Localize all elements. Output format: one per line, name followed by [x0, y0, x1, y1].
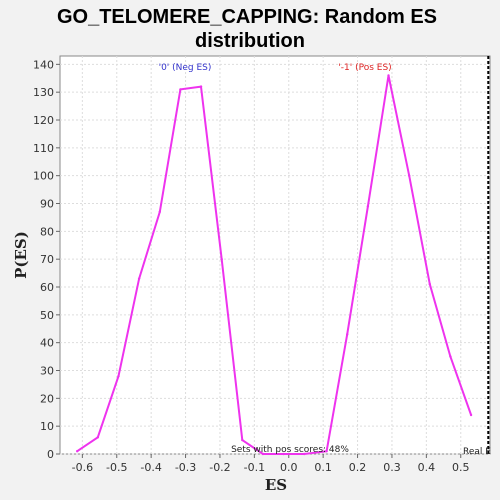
x-tick-label: -0.2 [209, 461, 230, 474]
x-tick-label: 0.4 [418, 461, 436, 474]
real-es-label: Real E [463, 447, 491, 457]
y-tick-label: 20 [40, 392, 54, 405]
y-axis-label: P(ES) [12, 231, 30, 279]
data-point [428, 283, 431, 286]
data-point [387, 74, 390, 77]
x-tick-label: -0.1 [244, 461, 265, 474]
y-tick-label: 40 [40, 337, 54, 350]
y-tick-label: 50 [40, 309, 54, 322]
data-point [346, 333, 349, 336]
plot-area [59, 55, 491, 455]
axis-ticks: 0 10 20 30 40 50 60 70 80 90 100 110 120 130 140 -0.6 -0… [33, 58, 470, 474]
x-tick-label: 0.3 [383, 461, 401, 474]
data-point [76, 450, 79, 453]
y-tick-label: 60 [40, 281, 54, 294]
y-tick-label: 30 [40, 365, 54, 378]
data-point [179, 88, 182, 91]
data-point [366, 205, 370, 208]
data-point [303, 452, 306, 456]
x-axis-label: ES [265, 476, 287, 494]
data-point [220, 257, 223, 261]
x-tick-label: -0.5 [106, 461, 127, 474]
sets-with-pos-scores: Sets with pos scores: 48% [231, 445, 349, 455]
y-tick-label: 80 [40, 225, 54, 238]
neg-es-label: '0' (Neg ES) [159, 63, 212, 73]
chart-title-line1: GO_TELOMERE_CAPPING: Random ES [57, 6, 437, 28]
data-point [96, 436, 100, 439]
x-tick-label: -0.4 [140, 461, 161, 474]
data-point [449, 355, 452, 358]
x-tick-label: -0.6 [72, 461, 93, 474]
y-tick-label: 130 [33, 86, 54, 99]
y-tick-label: 90 [40, 198, 54, 211]
series-line [76, 75, 473, 455]
series [76, 74, 473, 456]
y-tick-label: 120 [33, 114, 54, 127]
x-tick-label: 0.1 [314, 461, 332, 474]
data-point [261, 452, 265, 456]
data-point [241, 438, 244, 442]
y-tick-label: 110 [33, 142, 54, 155]
y-tick-label: 140 [33, 58, 54, 71]
data-point [282, 452, 285, 456]
pos-es-label: '-1' (Pos ES) [338, 63, 391, 73]
chart-title-line2: distribution [195, 30, 305, 52]
data-point [199, 85, 203, 88]
data-point [469, 413, 473, 417]
y-tick-label: 100 [33, 170, 54, 183]
data-point [407, 174, 411, 177]
data-point [158, 210, 161, 214]
y-tick-label: 10 [40, 420, 54, 433]
data-point [137, 277, 141, 280]
y-tick-label: 0 [47, 448, 54, 461]
x-tick-label: 0.2 [349, 461, 367, 474]
x-tick-label: 0.5 [452, 461, 470, 474]
data-point [117, 374, 120, 378]
x-tick-label: 0.0 [280, 461, 298, 474]
x-tick-label: -0.3 [175, 461, 196, 474]
y-tick-label: 70 [40, 253, 54, 266]
data-point [325, 450, 328, 453]
